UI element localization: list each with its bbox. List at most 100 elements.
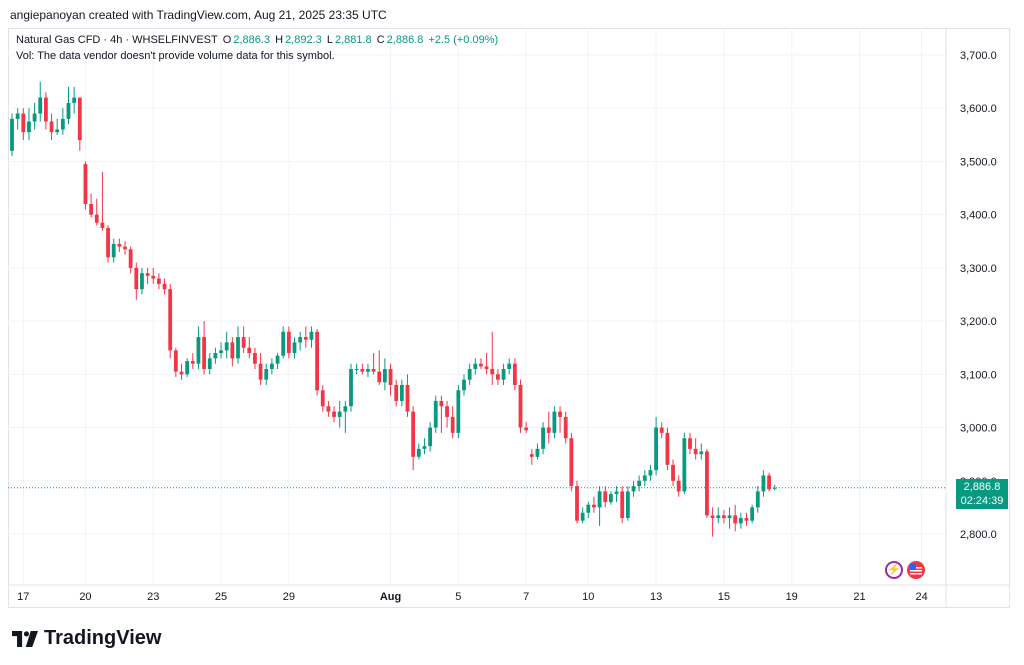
- candle-body-down: [524, 427, 529, 431]
- candle-body-up: [625, 491, 630, 519]
- candle-body-up: [38, 97, 43, 114]
- candle-body-down: [134, 267, 139, 290]
- candle-body-down: [89, 204, 93, 215]
- candle-body-down: [21, 113, 26, 133]
- candle-body-up: [55, 129, 60, 133]
- volume-note: Vol: The data vendor doesn't provide vol…: [16, 50, 335, 62]
- candle-body-up: [535, 448, 540, 457]
- tradingview-logo-text: TradingView: [44, 627, 162, 649]
- candle-body-down: [665, 432, 670, 465]
- candle-body-up: [343, 406, 348, 412]
- candle-body-up: [755, 491, 760, 508]
- candle-body-down: [179, 371, 184, 375]
- candle-body-up: [467, 369, 472, 380]
- high-value: 2,892.3: [285, 34, 322, 46]
- us-flag-event-icon[interactable]: [907, 561, 925, 579]
- tradingview-logo[interactable]: TradingView: [12, 627, 161, 650]
- y-tick-label: 3,500.0: [960, 156, 997, 168]
- candle-body-down: [671, 464, 675, 481]
- candle-body-down: [529, 454, 534, 457]
- candle-body-up: [72, 97, 77, 103]
- candle-body-down: [253, 353, 257, 364]
- candle-body-down: [558, 411, 562, 417]
- x-tick-label: 21: [853, 591, 865, 603]
- close-label: C: [376, 34, 385, 46]
- x-tick-label: Aug: [380, 591, 401, 603]
- candle-body-up: [32, 113, 37, 122]
- candle-body-down: [202, 337, 206, 370]
- y-tick-label: 3,300.0: [960, 263, 997, 275]
- x-tick-label: 5: [455, 591, 461, 603]
- high-label: H: [275, 34, 284, 46]
- candle-body-down: [490, 369, 495, 375]
- candle-body-up: [270, 363, 274, 370]
- candle-body-up: [614, 491, 619, 495]
- candle-body-up: [654, 427, 658, 471]
- candle-body-down: [733, 515, 738, 524]
- y-tick-label: 3,200.0: [960, 316, 997, 328]
- candle-body-down: [445, 406, 449, 417]
- candle-body-up: [586, 504, 591, 513]
- candle-body-up: [15, 113, 20, 119]
- candle-body-down: [518, 384, 523, 428]
- y-tick-label: 2,800.0: [960, 529, 997, 541]
- bar-countdown: 02:24:39: [960, 495, 1004, 507]
- candle-body-down: [512, 363, 517, 385]
- candle-body-up: [541, 427, 545, 449]
- candle-body-down: [450, 416, 455, 433]
- candle-body-up: [236, 337, 240, 359]
- candle-body-down: [360, 369, 365, 372]
- candle-body-down: [247, 347, 252, 354]
- candle-body-down: [241, 337, 246, 348]
- candle-body-up: [738, 518, 743, 524]
- x-tick-label: 24: [916, 591, 928, 603]
- y-tick-label: 3,600.0: [960, 103, 997, 115]
- y-tick-label: 3,000.0: [960, 423, 997, 435]
- candle-body-down: [569, 438, 574, 487]
- candle-body-down: [439, 400, 444, 407]
- chart-caption: angiepanoyan created with TradingView.co…: [10, 8, 387, 22]
- candle-body-down: [100, 222, 105, 228]
- x-tick-label: 7: [523, 591, 529, 603]
- candle-body-down: [326, 406, 331, 412]
- candle-body-down: [173, 350, 178, 372]
- candle-body-up: [309, 331, 314, 340]
- symbol-label[interactable]: Natural Gas CFD · 4h · WHSELFINVEST: [16, 34, 218, 46]
- candle-body-down: [49, 121, 54, 133]
- candle-body-up: [682, 438, 687, 492]
- candle-body-up: [366, 369, 370, 372]
- open-label: O: [222, 34, 232, 46]
- candle-body-down: [106, 227, 110, 258]
- candle-body-down: [371, 369, 376, 372]
- candle-body-down: [286, 331, 291, 354]
- low-label: L: [326, 34, 333, 46]
- candle-body-up: [219, 350, 223, 354]
- candle-body-up: [281, 331, 286, 356]
- candle-body-up: [727, 515, 732, 519]
- candle-body-up: [631, 486, 636, 492]
- candle-body-down: [44, 97, 48, 122]
- y-tick-label: 3,100.0: [960, 369, 997, 381]
- candle-body-up: [10, 118, 14, 151]
- candle-body-up: [27, 121, 31, 133]
- candle-body-down: [563, 416, 568, 439]
- candle-body-up: [750, 507, 755, 521]
- candle-body-down: [388, 369, 393, 385]
- last-price-value: 2,886.8: [963, 481, 1001, 493]
- candle-body-down: [145, 273, 150, 276]
- candle-body-up: [580, 512, 585, 521]
- candle-body-down: [332, 411, 336, 417]
- candle-body-down: [394, 384, 399, 401]
- candle-body-down: [676, 480, 681, 492]
- candle-body-up: [648, 470, 653, 476]
- candle-body-down: [258, 363, 263, 380]
- candle-body-up: [462, 379, 466, 391]
- candle-body-down: [128, 249, 133, 268]
- candle-body-down: [190, 361, 195, 364]
- close-value: 2,886.8: [386, 34, 424, 46]
- candle-body-down: [767, 475, 771, 490]
- candle-body-down: [688, 438, 692, 449]
- lightning-event-icon[interactable]: ⚡: [885, 561, 903, 579]
- candle-body-up: [399, 384, 404, 401]
